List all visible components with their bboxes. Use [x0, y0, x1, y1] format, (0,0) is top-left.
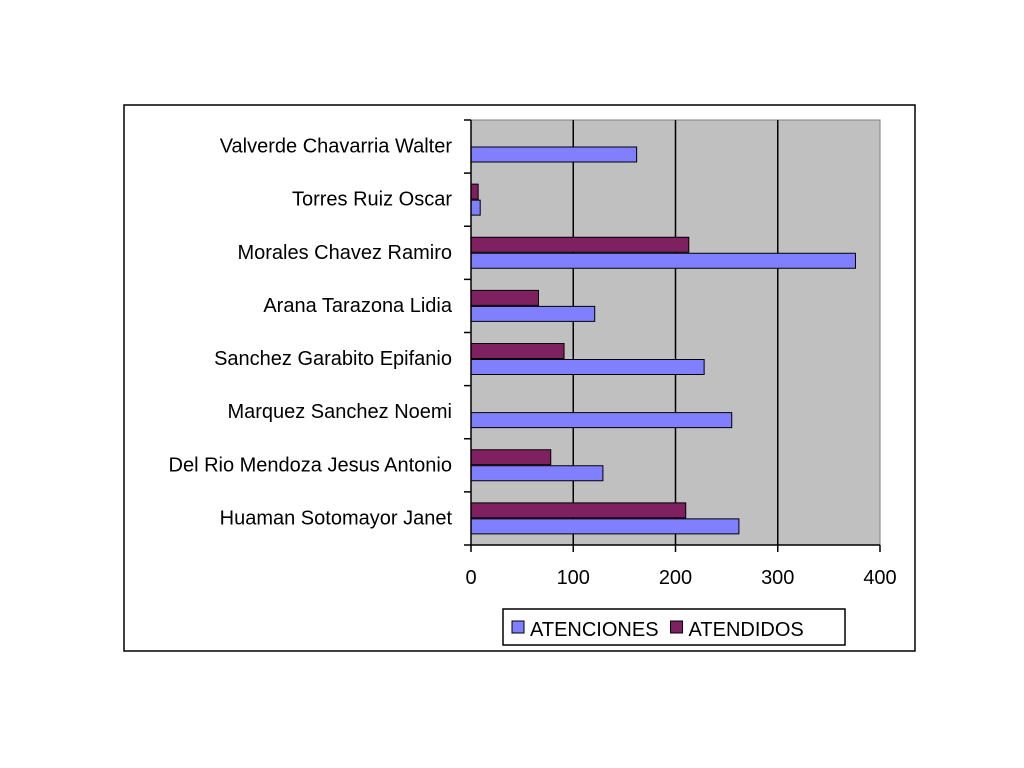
axes — [464, 119, 881, 552]
bar-atenciones — [470, 199, 481, 216]
x-tick-label: 100 — [557, 567, 590, 589]
x-tick-label: 300 — [761, 567, 794, 589]
bar-atendidos — [470, 343, 565, 359]
legend-swatch — [511, 620, 525, 634]
bar-atendidos — [470, 502, 687, 519]
bar-atenciones — [470, 305, 596, 322]
x-tick-label: 200 — [659, 567, 692, 589]
bar-atenciones — [470, 146, 638, 163]
category-label: Huaman Sotomayor Janet — [220, 507, 453, 529]
legend-label: ATENCIONES — [530, 619, 659, 641]
tick-labels: 0 100 200 300 400 — [465, 567, 896, 589]
bar-atenciones — [470, 359, 705, 375]
category-label: Morales Chavez Ramiro — [237, 242, 452, 264]
bar-atendidos — [470, 236, 690, 253]
category-label: Sanchez Garabito Epifanio — [214, 348, 452, 370]
legend-swatch — [670, 620, 684, 634]
category-label: Torres Ruiz Oscar — [292, 189, 452, 211]
bar-atenciones — [470, 518, 740, 535]
bar-atenciones — [470, 465, 604, 482]
bars — [470, 146, 856, 535]
legend: ATENCIONES ATENDIDOS — [502, 608, 846, 646]
x-tick-label: 0 — [465, 567, 476, 589]
bar-atendidos — [470, 289, 539, 306]
bar-atenciones — [470, 252, 856, 269]
category-label: Del Rio Mendoza Jesus Antonio — [169, 454, 453, 476]
bar-atenciones — [470, 412, 733, 429]
bar-atendidos — [470, 449, 552, 466]
category-label: Arana Tarazona Lidia — [263, 295, 453, 317]
legend-label: ATENDIDOS — [689, 619, 804, 641]
bar-atendidos — [470, 183, 479, 200]
x-tick-label: 400 — [863, 567, 896, 589]
category-labels: Huaman Sotomayor Janet Del Rio Mendoza Je… — [169, 136, 453, 530]
category-label: Valverde Chavarria Walter — [220, 136, 453, 158]
category-label: Marquez Sanchez Noemi — [227, 401, 452, 423]
